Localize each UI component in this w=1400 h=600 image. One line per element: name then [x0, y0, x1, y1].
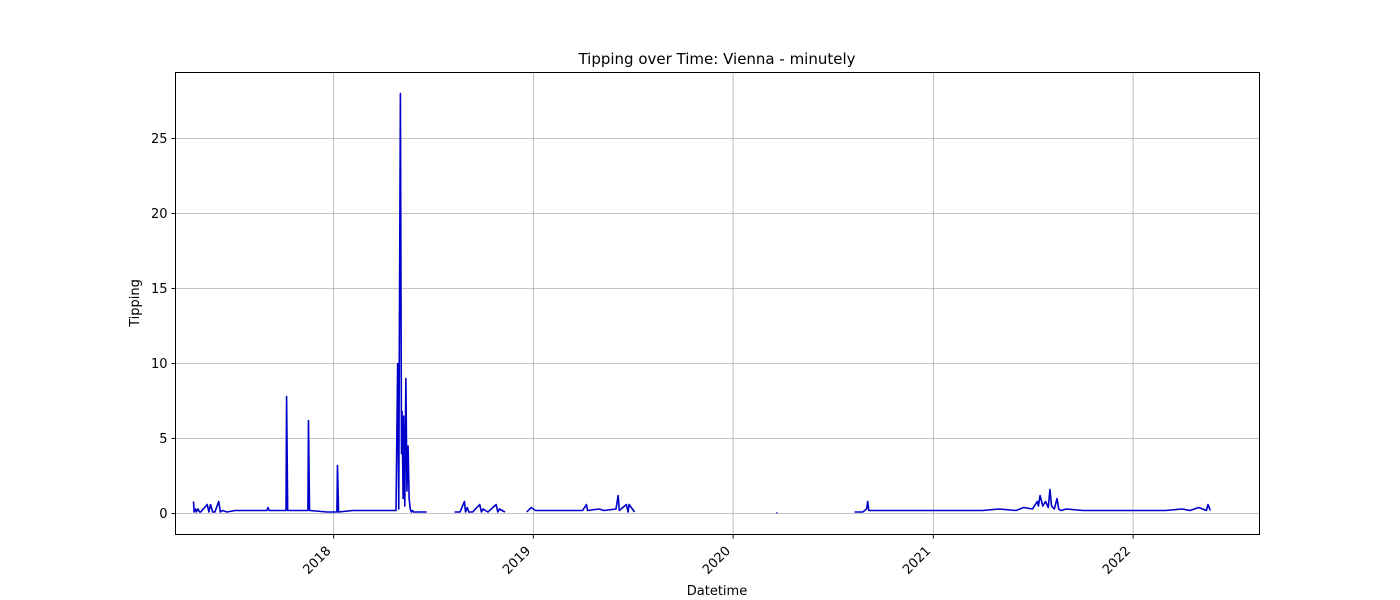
- plot-line-group: [192, 92, 1212, 514]
- data-line-segment: [526, 494, 636, 513]
- x-tick-label: 2019: [500, 544, 534, 578]
- x-tick-label: 2018: [300, 544, 334, 578]
- x-axis-label: Datetime: [687, 584, 747, 599]
- y-tick-label: 25: [151, 132, 168, 147]
- y-tick-label: 20: [151, 207, 168, 222]
- y-axis-label: Tipping: [128, 279, 143, 328]
- y-tick-label: 10: [151, 357, 168, 372]
- plot-frame: [175, 72, 1260, 535]
- data-line-segment: [854, 488, 1212, 513]
- chart-title: Tipping over Time: Vienna - minutely: [577, 50, 855, 68]
- y-tick-label: 5: [159, 432, 167, 447]
- x-tick-label: 2022: [1100, 544, 1134, 578]
- x-tick-label: 2020: [700, 544, 734, 578]
- grid: [175, 72, 1260, 535]
- data-line-segment: [192, 92, 427, 513]
- y-tick-label: 0: [159, 507, 167, 522]
- y-tick-label: 15: [151, 282, 168, 297]
- x-tick-label: 2021: [900, 544, 934, 578]
- data-line-segment: [454, 500, 506, 513]
